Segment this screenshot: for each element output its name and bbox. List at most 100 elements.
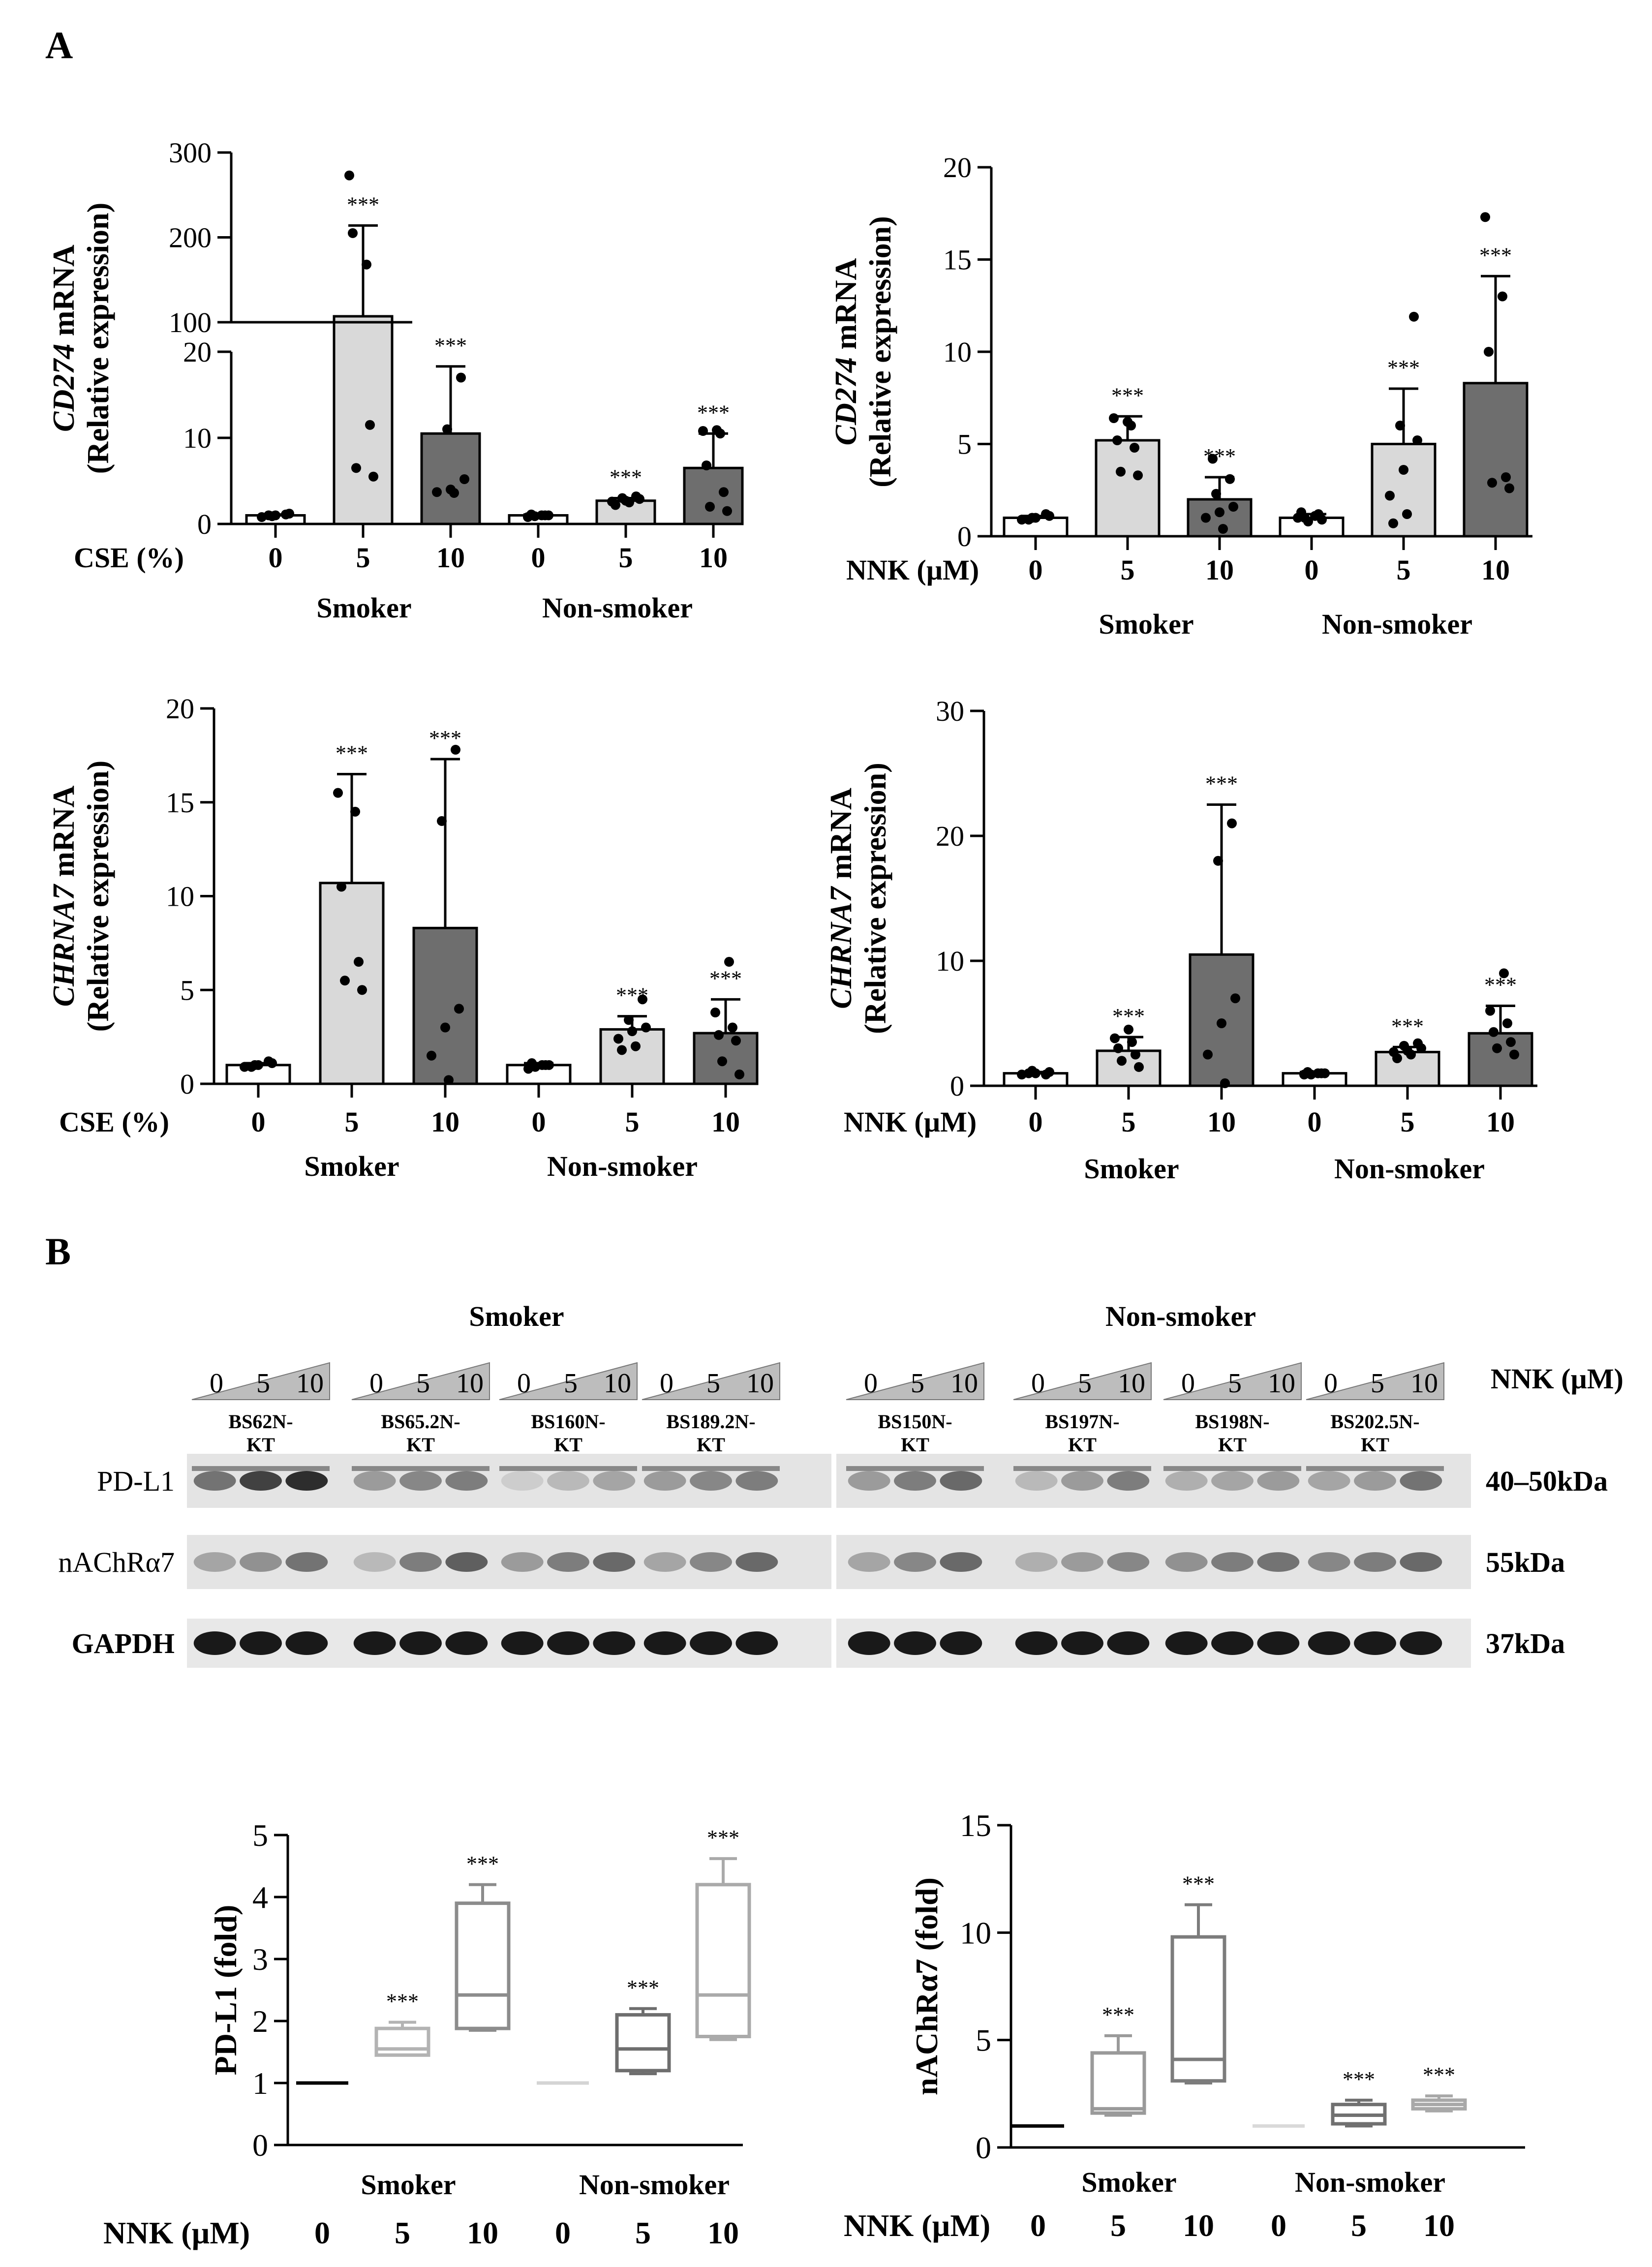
data-point: [719, 487, 729, 497]
x-axis-label: NNK (µM): [844, 2208, 990, 2243]
data-point: [427, 1050, 436, 1061]
data-point: [638, 994, 647, 1005]
dose-label: 5: [564, 1368, 578, 1399]
blot-band: [1354, 1631, 1396, 1655]
y-axis-label: nAChRα7 (fold): [909, 1877, 944, 2095]
blot-band: [593, 1631, 636, 1655]
y-tick-label: 2: [252, 2004, 268, 2039]
significance-label: ***: [1102, 2003, 1134, 2027]
data-point: [1484, 347, 1494, 357]
dose-label: 5: [706, 1368, 720, 1399]
data-point: [1504, 483, 1514, 493]
x-tick-label: 0: [1305, 554, 1319, 586]
bar: [1095, 439, 1161, 538]
data-point: [459, 474, 469, 484]
blot-band: [643, 1471, 686, 1491]
data-point: [1213, 856, 1223, 866]
dose-wedge: [191, 1362, 330, 1400]
x-tick-label: 0: [1271, 2208, 1286, 2243]
bar: [319, 882, 385, 1085]
y-tick-label: 0: [957, 521, 972, 552]
significance-label: ***: [466, 1852, 499, 1876]
x-tick-label: 10: [467, 2215, 498, 2250]
significance-label: ***: [434, 334, 467, 358]
data-point: [440, 1022, 450, 1033]
y-tick-label: 5: [957, 429, 972, 460]
data-point: [1208, 454, 1218, 464]
dose-label: 10: [456, 1368, 484, 1399]
bar: [1371, 443, 1437, 538]
blot-band: [501, 1552, 544, 1572]
y-tick-label: 0: [950, 1070, 964, 1102]
dose-label: 10: [1118, 1368, 1145, 1399]
blot-band: [1165, 1631, 1208, 1655]
data-point: [613, 1034, 623, 1044]
bar: [1096, 1049, 1162, 1087]
x-tick-label: 5: [619, 542, 633, 574]
blot-band: [1400, 1552, 1442, 1572]
group-label: Non-smoker: [1322, 608, 1472, 640]
data-point: [1127, 1037, 1137, 1047]
sample-name: BS189.2N-: [666, 1410, 755, 1433]
y-axis-label-suffix: mRNA: [47, 245, 81, 344]
sample-name: BS65.2N-: [381, 1410, 460, 1433]
data-point: [437, 816, 447, 826]
data-point: [1313, 1068, 1323, 1078]
significance-label: ***: [1423, 2063, 1455, 2087]
significance-label: ***: [1387, 356, 1420, 380]
data-point: [1124, 1024, 1133, 1035]
data-point: [1227, 818, 1237, 828]
blot-band: [1061, 1552, 1103, 1572]
blot-band: [1107, 1552, 1150, 1572]
x-tick-label: 0: [314, 2215, 330, 2250]
dose-label: 0: [864, 1368, 878, 1399]
blot-row-label: GAPDH: [72, 1627, 175, 1659]
blot-band: [353, 1552, 396, 1572]
y-tick-label: 30: [936, 695, 964, 727]
data-point: [722, 506, 732, 516]
blot-band: [894, 1631, 936, 1655]
chart-chrna7-nnk: 0 10 20 30 CHRNA7 mRNA (Relative expression) 0…: [825, 695, 1537, 1185]
dose-label: 10: [1268, 1368, 1295, 1399]
blot-band-size: 37kDa: [1486, 1627, 1565, 1659]
y-tick-label: 200: [169, 222, 212, 254]
x-tick-label: 10: [1423, 2208, 1455, 2243]
y-axis-gene-name: CHRNA7: [47, 883, 81, 1007]
dose-label: 5: [911, 1368, 924, 1399]
blot-band: [1015, 1631, 1058, 1655]
x-tick-label: 10: [431, 1106, 459, 1138]
blot-band: [240, 1471, 282, 1491]
data-point: [731, 1036, 741, 1046]
data-point: [1498, 291, 1507, 302]
x-tick-label: 0: [555, 2215, 571, 2250]
data-point: [698, 426, 708, 436]
data-point: [362, 259, 371, 270]
data-point: [537, 1060, 547, 1070]
sample-name: BS197N-: [1045, 1410, 1119, 1433]
data-point: [354, 957, 364, 967]
y-axis-label-line1: CD274 mRNA: [47, 245, 81, 432]
group-label: Smoker: [1084, 1153, 1179, 1185]
bar: [683, 466, 744, 525]
dose-label: 10: [1410, 1368, 1438, 1399]
x-tick-label: 0: [1029, 554, 1043, 586]
blot-band: [1015, 1552, 1058, 1572]
x-tick-label: 0: [531, 542, 546, 574]
blot-band: [940, 1552, 982, 1572]
data-point: [1409, 311, 1419, 322]
blot-band: [399, 1471, 442, 1491]
y-tick-label: 10: [936, 945, 964, 977]
blot-band: [193, 1552, 236, 1572]
data-point: [1113, 1043, 1123, 1053]
x-tick-label: 10: [1205, 554, 1234, 586]
x-tick-label: 0: [1030, 2208, 1046, 2243]
x-tick-label: 0: [1308, 1106, 1322, 1138]
sample-name-suffix: KT: [1361, 1434, 1389, 1456]
bar: [333, 315, 394, 525]
dose-label: 5: [1078, 1368, 1092, 1399]
data-point: [631, 491, 641, 501]
significance-label: ***: [1203, 444, 1236, 468]
data-point: [451, 744, 460, 755]
data-point: [724, 957, 734, 967]
data-point: [714, 1030, 724, 1040]
